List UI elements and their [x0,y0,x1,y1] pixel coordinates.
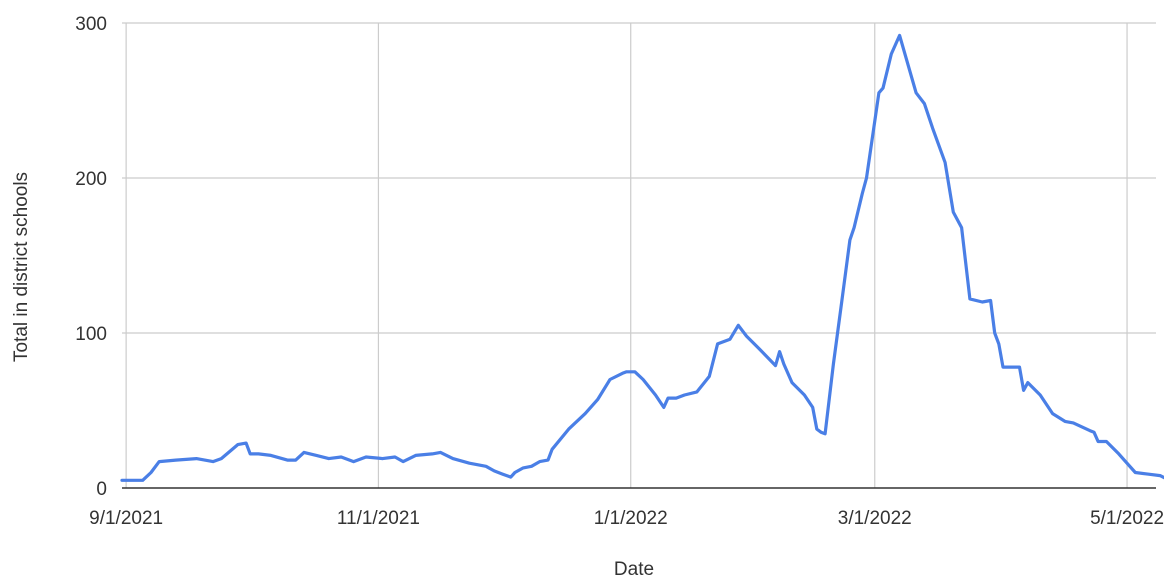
y-axis-title: Total in district schools [11,172,32,362]
series-layer [120,33,1164,482]
y-tick-label: 300 [75,14,107,35]
y-tick-label: 0 [96,479,107,500]
x-tick-label: 11/1/2021 [337,508,420,529]
x-axis-title: Date [614,559,654,580]
y-tick-label: 100 [75,324,107,345]
x-tick-label: 9/1/2021 [89,508,163,529]
x-tick-label: 1/1/2022 [594,508,668,529]
x-tick-label: 5/1/2022 [1090,508,1164,529]
y-tick-label: 200 [75,169,107,190]
series-line [120,33,1164,482]
x-tick-labels: 9/1/2021 11/1/2021 1/1/2022 3/1/2022 5/1/202… [89,508,1164,529]
y-tick-labels: 0 100 200 300 [75,14,107,500]
gridlines [122,22,1156,489]
x-tick-label: 3/1/2022 [838,508,912,529]
